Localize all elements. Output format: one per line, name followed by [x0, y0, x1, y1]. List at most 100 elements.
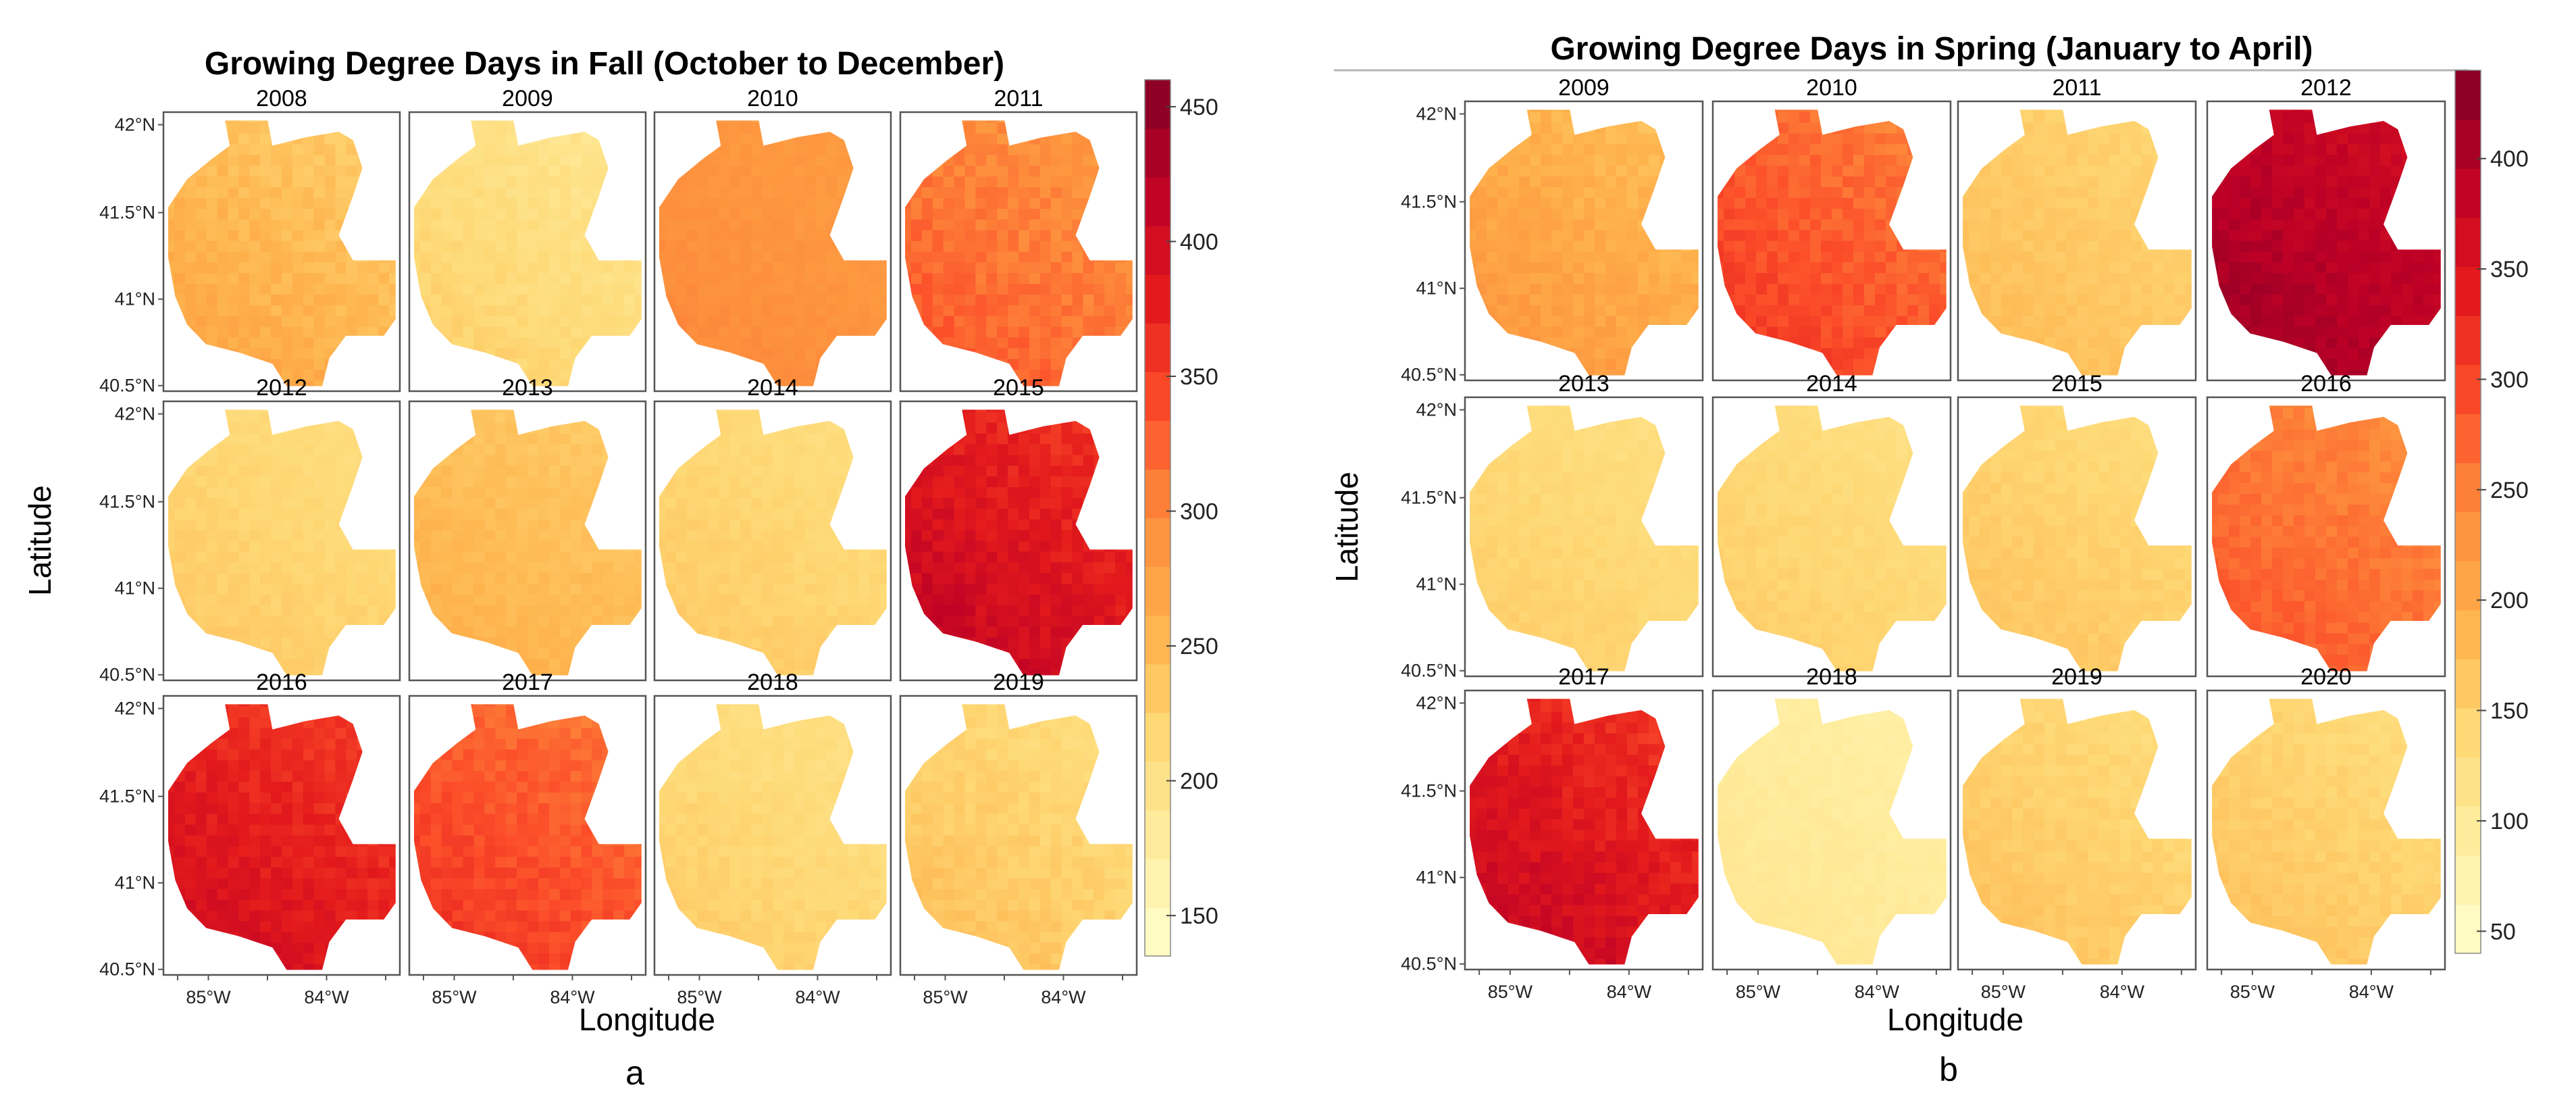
fall-cell-2015: [910, 409, 923, 413]
fall-cell-2013: [538, 530, 550, 542]
fall-cell-2013: [635, 466, 642, 477]
fall-cell-2013: [613, 409, 625, 413]
fall-cell-2010: [659, 208, 666, 220]
fall-cell-2010: [665, 219, 677, 231]
fall-cell-2016: [346, 704, 358, 707]
fall-cell-2008: [324, 133, 336, 145]
fall-cell-2010: [751, 326, 763, 338]
fall-cell-2010: [837, 359, 849, 371]
fall-cell-2015: [921, 508, 933, 520]
fall-cell-2012: [303, 466, 315, 477]
fall-cell-2014: [869, 626, 881, 638]
fall-cell-2015: [954, 519, 966, 531]
fall-cell-2011: [1029, 219, 1041, 231]
fall-cell-2013: [570, 444, 582, 456]
fall-cell-2015: [1083, 519, 1095, 531]
fall-cell-2015: [1083, 670, 1095, 676]
fall-cell-2012: [249, 573, 261, 584]
fall-cell-2011: [954, 337, 966, 349]
fall-cell-2014: [740, 659, 752, 670]
fall-cell-2015: [1093, 411, 1106, 424]
fall-cell-2014: [708, 562, 720, 574]
fall-cell-2011: [964, 370, 977, 381]
fall-cell-2008: [292, 251, 304, 263]
fall-cell-2013: [441, 487, 453, 499]
fall-cell-2009: [463, 284, 475, 295]
fall-cell-2015: [997, 497, 1008, 509]
fall-cell-2008: [357, 305, 369, 317]
fall-cell-2014: [794, 626, 806, 638]
fall-cell-2009: [527, 230, 539, 242]
fall-cell-2011: [905, 133, 912, 145]
fall-cell-2015: [1039, 433, 1052, 445]
fall-cell-2013: [635, 648, 642, 660]
fall-cell-2009: [430, 198, 442, 209]
fall-cell-2016: [324, 792, 336, 804]
fall-cell-2012: [228, 508, 240, 520]
fall-cell-2014: [880, 476, 887, 488]
fall-cell-2010: [729, 251, 742, 263]
fall-cell-2009: [414, 155, 421, 167]
fall-cell-2013: [517, 519, 528, 531]
fall-cell-2013: [473, 584, 486, 595]
fall-cell-2013: [592, 487, 604, 499]
fall-cell-2015: [997, 411, 1008, 424]
fall-cell-2011: [1039, 133, 1052, 145]
fall-cell-2015: [1093, 455, 1106, 467]
fall-cell-2015: [1019, 573, 1030, 584]
fall-cell-2014: [858, 551, 870, 563]
fall-cell-2014: [762, 411, 773, 424]
fall-cell-2015: [1019, 409, 1030, 413]
fall-cell-2013: [538, 659, 550, 670]
fall-cell-2011: [932, 187, 944, 199]
fall-cell-2015: [1061, 670, 1073, 676]
fall-cell-2014: [837, 444, 849, 456]
fall-cell-2015: [986, 411, 998, 424]
fall-cell-2016: [217, 857, 229, 868]
fall-cell-2010: [773, 122, 784, 134]
fall-cell-2010: [719, 187, 731, 199]
fall-cell-2008: [378, 133, 390, 145]
fall-cell-2009: [463, 208, 475, 220]
fall-cell-2014: [826, 476, 838, 488]
fall-cell-2016: [260, 824, 272, 836]
fall-cell-2015: [975, 594, 987, 606]
fall-cell-2011: [943, 133, 955, 145]
fall-cell-2011: [1104, 284, 1116, 295]
fall-cell-2016: [228, 868, 240, 879]
fall-cell-2015: [910, 519, 923, 531]
fall-cell-2013: [559, 455, 571, 467]
fall-cell-2012: [357, 433, 369, 445]
fall-cell-2010: [848, 122, 860, 134]
fall-cell-2016: [195, 846, 207, 858]
fall-cell-2013: [473, 519, 486, 531]
fall-cell-2014: [773, 670, 784, 676]
fall-cell-2011: [1093, 208, 1106, 220]
fall-cell-2008: [378, 251, 390, 263]
fall-cell-2013: [592, 615, 604, 628]
fall-cell-2014: [740, 541, 752, 553]
fall-cell-2009: [484, 122, 496, 134]
fall-cell-2009: [581, 122, 593, 134]
fall-cell-2012: [292, 648, 304, 660]
fall-cell-2014: [794, 476, 806, 488]
fall-cell-2014: [665, 626, 677, 638]
fall-cell-2009: [463, 198, 475, 209]
fall-cell-2009: [452, 219, 464, 231]
fall-cell-2014: [729, 637, 742, 649]
fall-cell-2015: [1115, 573, 1127, 584]
fall-cell-2010: [697, 295, 709, 306]
fall-cell-2013: [559, 594, 571, 606]
fall-cell-2016: [378, 760, 390, 772]
fall-cell-2012: [249, 626, 261, 638]
fall-cell-2013: [517, 626, 528, 638]
fall-cell-2013: [414, 659, 421, 670]
fall-cell-2012: [324, 476, 336, 488]
fall-cell-2010: [751, 230, 763, 242]
fall-cell-2014: [804, 541, 817, 553]
fall-cell-2010: [659, 295, 666, 306]
fall-cell-2009: [581, 133, 593, 145]
fall-cell-2015: [1126, 422, 1133, 434]
fall-cell-2008: [271, 230, 282, 242]
fall-cell-2012: [206, 551, 218, 563]
